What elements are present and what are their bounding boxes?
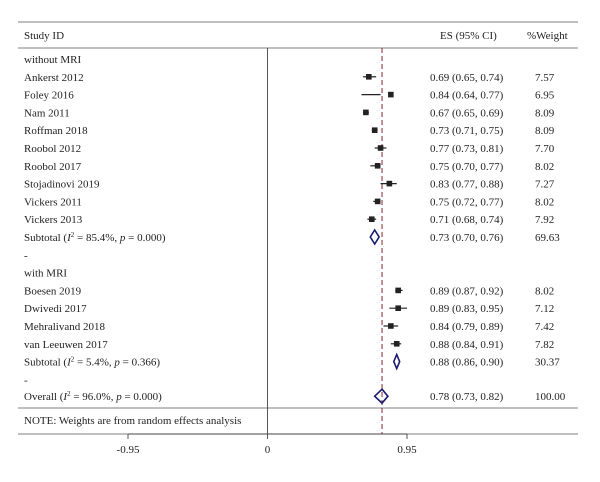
study-weight: 8.02 bbox=[535, 196, 554, 208]
subtotal-label-p-symbol: p bbox=[113, 357, 120, 369]
study-es: 0.84 (0.79, 0.89) bbox=[430, 321, 504, 333]
study-es: 0.69 (0.65, 0.74) bbox=[430, 72, 504, 84]
overall-weight: 100.00 bbox=[535, 391, 566, 403]
study-point bbox=[388, 323, 394, 329]
study-es: 0.83 (0.77, 0.88) bbox=[430, 179, 504, 191]
study-point bbox=[371, 127, 378, 133]
study-es: 0.84 (0.64, 0.77) bbox=[430, 90, 504, 102]
subtotal-label-label-prefix: Subtotal ( bbox=[24, 357, 67, 369]
overall-label-label-suffix: = 0.000) bbox=[122, 391, 162, 403]
study-point bbox=[368, 216, 375, 222]
study-es: 0.75 (0.72, 0.77) bbox=[430, 196, 504, 208]
study-es: 0.71 (0.68, 0.74) bbox=[430, 214, 504, 226]
study-name: Ankerst 2012 bbox=[24, 72, 84, 84]
study-point bbox=[374, 163, 381, 169]
study-name: Boesen 2019 bbox=[24, 285, 82, 297]
study-point bbox=[395, 287, 401, 294]
study-es: 0.77 (0.73, 0.81) bbox=[430, 143, 504, 155]
overall-label-i2-symbol: I bbox=[62, 391, 68, 403]
study-es: 0.88 (0.84, 0.91) bbox=[430, 339, 504, 351]
study-name: Nam 2011 bbox=[24, 107, 70, 119]
subtotal-label-p-symbol: p bbox=[119, 232, 126, 244]
study-name: Vickers 2011 bbox=[24, 196, 82, 208]
study-name: Roobol 2017 bbox=[24, 161, 82, 173]
study-es: 0.89 (0.87, 0.92) bbox=[430, 285, 504, 297]
study-name: van Leeuwen 2017 bbox=[24, 339, 108, 351]
study-es: 0.67 (0.65, 0.69) bbox=[430, 107, 504, 119]
overall-es: 0.78 (0.73, 0.82) bbox=[430, 391, 504, 403]
overall-label-i2-sup: 2 bbox=[67, 390, 71, 398]
group-separator: - bbox=[24, 374, 28, 386]
subtotal-label-label-suffix: = 0.366) bbox=[120, 357, 160, 369]
study-weight: 8.02 bbox=[535, 285, 554, 297]
study-weight: 8.09 bbox=[535, 107, 555, 119]
study-name: Vickers 2013 bbox=[24, 214, 83, 226]
study-point bbox=[393, 341, 400, 347]
study-weight: 7.92 bbox=[535, 214, 554, 226]
header-study-id: Study ID bbox=[24, 30, 64, 42]
study-weight: 7.12 bbox=[535, 303, 554, 315]
study-name: Roobol 2012 bbox=[24, 143, 81, 155]
study-point bbox=[374, 198, 381, 205]
study-es: 0.75 (0.70, 0.77) bbox=[430, 161, 504, 173]
study-name: Foley 2016 bbox=[24, 90, 74, 102]
overall-label-label-prefix: Overall ( bbox=[24, 391, 64, 403]
overall-label-p-symbol: p bbox=[115, 391, 122, 403]
header-weight: %Weight bbox=[527, 30, 568, 42]
group-separator: - bbox=[24, 250, 28, 262]
subtotal-label-label-prefix: Subtotal ( bbox=[24, 232, 67, 244]
subtotal-label-i2-sup: 2 bbox=[71, 231, 75, 239]
subtotal-label-label-mid: = 5.4%, bbox=[74, 357, 114, 369]
study-es: 0.89 (0.83, 0.95) bbox=[430, 303, 504, 315]
study-es: 0.73 (0.71, 0.75) bbox=[430, 125, 504, 137]
group-label: without MRI bbox=[24, 54, 81, 66]
subtotal-label-i2-symbol: I bbox=[66, 232, 72, 244]
x-tick-label: -0.95 bbox=[117, 444, 140, 456]
subtotal-es: 0.88 (0.86, 0.90) bbox=[430, 357, 504, 369]
study-weight: 7.27 bbox=[535, 179, 555, 191]
subtotal-diamond bbox=[392, 352, 401, 371]
subtotal-label: Subtotal (I2 = 5.4%, p = 0.366) bbox=[24, 356, 160, 369]
subtotal-label-i2-symbol: I bbox=[66, 357, 72, 369]
x-tick-label: 0 bbox=[265, 444, 271, 456]
study-name: Roffman 2018 bbox=[24, 125, 88, 137]
forest-rows: -0.95 0 0.95 without MRI Ankerst 2012 0.69 (0… bbox=[24, 48, 566, 456]
subtotal-weight: 69.63 bbox=[535, 232, 560, 244]
header-es: ES (95% CI) bbox=[440, 30, 497, 42]
subtotal-label-label-mid: = 85.4%, bbox=[74, 232, 120, 244]
study-name: Mehralivand 2018 bbox=[24, 321, 105, 333]
subtotal-label-i2-sup: 2 bbox=[71, 356, 75, 364]
study-name: Stojadinovi 2019 bbox=[24, 179, 100, 191]
subtotal-label: Subtotal (I2 = 85.4%, p = 0.000) bbox=[24, 231, 166, 244]
study-weight: 7.70 bbox=[535, 143, 555, 155]
x-tick-label: 0.95 bbox=[397, 444, 417, 456]
study-weight: 6.95 bbox=[535, 90, 555, 102]
study-name: Dwivedi 2017 bbox=[24, 303, 87, 315]
study-point bbox=[395, 305, 401, 311]
overall-diamond bbox=[373, 388, 389, 405]
group-label: with MRI bbox=[24, 268, 67, 280]
subtotal-label-label-suffix: = 0.000) bbox=[125, 232, 165, 244]
study-point bbox=[388, 91, 394, 98]
subtotal-weight: 30.37 bbox=[535, 357, 560, 369]
study-point bbox=[363, 109, 369, 116]
study-point bbox=[366, 74, 372, 80]
weights-note: NOTE: Weights are from random effects an… bbox=[24, 415, 241, 427]
subtotal-diamond bbox=[369, 228, 381, 246]
overall-label: Overall (I2 = 96.0%, p = 0.000) bbox=[24, 390, 162, 403]
study-weight: 7.57 bbox=[535, 72, 555, 84]
study-weight: 7.82 bbox=[535, 339, 554, 351]
overall-label-label-mid: = 96.0%, bbox=[71, 391, 117, 403]
study-point bbox=[377, 145, 384, 151]
study-weight: 7.42 bbox=[535, 321, 554, 333]
study-weight: 8.09 bbox=[535, 125, 555, 137]
study-weight: 8.02 bbox=[535, 161, 554, 173]
subtotal-es: 0.73 (0.70, 0.76) bbox=[430, 232, 504, 244]
study-point bbox=[386, 180, 393, 187]
